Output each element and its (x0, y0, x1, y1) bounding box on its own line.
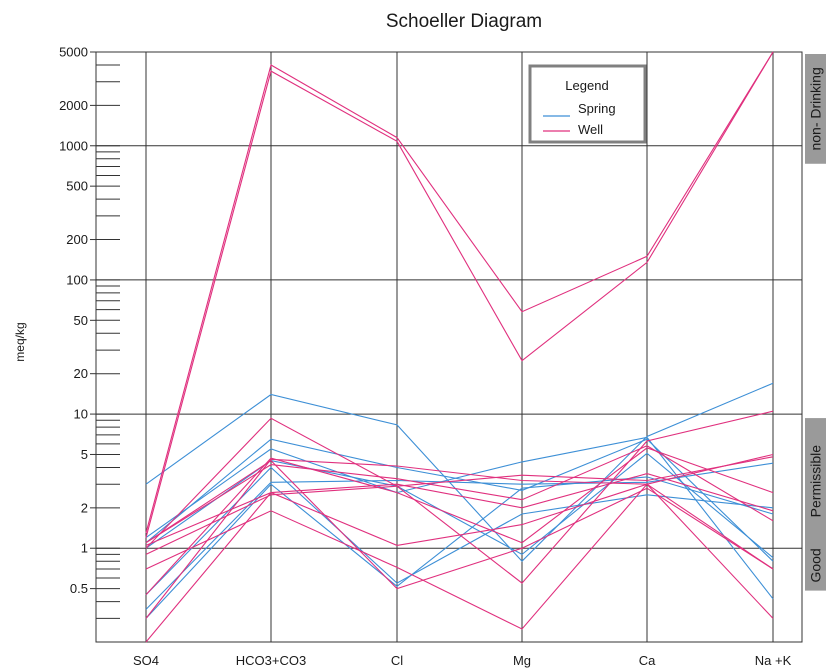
band-label-0: non- Drinking (808, 67, 824, 150)
series-line-well-9 (145, 410, 774, 584)
y-tick-label: 2000 (59, 98, 88, 113)
series-line-spring-0 (145, 382, 774, 562)
y-tick-label: 50 (74, 313, 88, 328)
legend-title: Legend (565, 78, 608, 93)
y-tick-label: 0.5 (70, 581, 88, 596)
band-label-2: Good (808, 548, 824, 582)
legend: Legend Spring Well (528, 64, 647, 144)
y-tick-label: 1000 (59, 138, 88, 153)
y-axis-label: meq/kg (13, 322, 27, 361)
grid-group (95, 51, 803, 643)
series-line-well-17 (145, 445, 774, 544)
x-category-label: Ca (639, 653, 656, 668)
series-line-spring-4 (145, 476, 774, 619)
series-line-spring-5 (145, 466, 774, 596)
x-category-label: SO4 (133, 653, 159, 668)
legend-box (528, 64, 647, 144)
series-line-spring-2 (145, 436, 774, 600)
y-tick-label: 100 (66, 272, 88, 287)
y-tick-label: 20 (74, 366, 88, 381)
y-tick-group: 5000 2000 1000 500 200 100 50 20 10 5 2 1 0.5 (59, 45, 120, 643)
y-tick-label: 500 (66, 179, 88, 194)
series-line-well-14 (145, 473, 774, 546)
plot-frame (95, 51, 803, 643)
band-group: non- Drinking Permissible Good (805, 54, 826, 591)
series-line-well-8 (145, 51, 774, 538)
y-tick-label: 10 (74, 407, 88, 422)
x-category-label: Na +K (755, 653, 792, 668)
y-tick-label: 200 (66, 232, 88, 247)
series-line-well-13 (145, 483, 774, 630)
series-group (145, 51, 774, 643)
x-category-group: SO4 HCO3+CO3 Cl Mg Ca Na +K (133, 653, 792, 668)
x-category-label: Mg (513, 653, 531, 668)
chart-title: Schoeller Diagram (386, 11, 542, 32)
band-label-1: Permissible (808, 445, 824, 518)
series-line-spring-1 (145, 438, 774, 562)
series-line-well-15 (145, 459, 774, 590)
series-line-well-16 (145, 456, 774, 555)
series-line-spring-6 (145, 452, 774, 559)
series-line-well-10 (145, 447, 774, 596)
band-box-0 (805, 54, 826, 164)
y-tick-label: 2 (81, 500, 88, 515)
y-tick-label: 5 (81, 447, 88, 462)
y-tick-label: 5000 (59, 45, 88, 60)
band-box-1 (805, 418, 826, 545)
legend-label-well: Well (578, 122, 603, 137)
band-box-2 (805, 540, 826, 591)
x-category-label: HCO3+CO3 (236, 653, 306, 668)
series-line-well-7 (145, 51, 774, 534)
series-line-spring-3 (145, 462, 774, 610)
x-category-label: Cl (391, 653, 403, 668)
series-line-well-12 (145, 483, 774, 643)
legend-label-spring: Spring (578, 101, 616, 116)
y-tick-label: 1 (81, 541, 88, 556)
